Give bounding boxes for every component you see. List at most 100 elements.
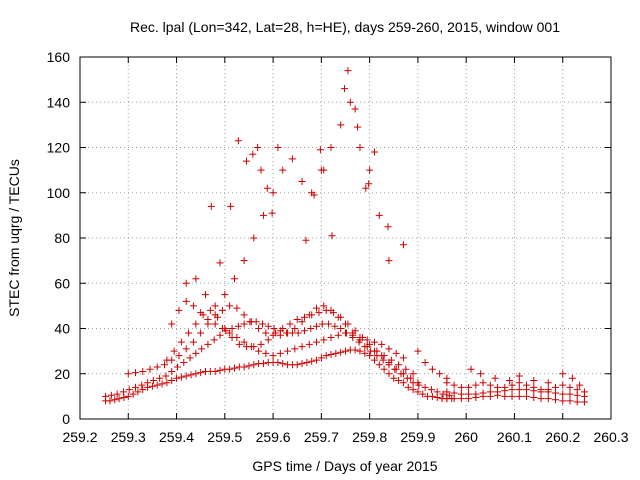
data-point	[226, 365, 234, 373]
data-point	[139, 367, 147, 375]
data-point	[156, 374, 164, 382]
x-tick-label: 259.8	[352, 429, 387, 445]
data-point	[465, 390, 473, 398]
data-point	[243, 157, 251, 165]
data-point	[551, 383, 559, 391]
data-point	[240, 338, 248, 346]
data-point	[234, 137, 242, 145]
data-point	[479, 389, 487, 397]
data-point	[414, 379, 422, 387]
x-tick-label: 259.9	[400, 429, 435, 445]
y-axis-label: STEC from uqrg / TECUs	[6, 159, 22, 317]
data-point	[250, 361, 258, 369]
data-point	[331, 322, 339, 330]
data-point	[305, 340, 313, 348]
y-tick-label: 60	[54, 275, 70, 291]
data-point	[390, 374, 398, 382]
data-point	[274, 144, 282, 151]
data-point	[327, 144, 335, 151]
data-point	[197, 309, 205, 317]
data-point	[148, 382, 156, 390]
data-point	[240, 257, 248, 265]
data-point	[366, 352, 374, 360]
data-point	[258, 320, 266, 328]
data-point	[106, 397, 114, 405]
data-point	[197, 369, 205, 377]
data-point	[211, 302, 219, 310]
data-point	[189, 338, 197, 346]
data-point	[216, 331, 224, 339]
data-point	[325, 320, 333, 328]
data-point	[124, 392, 132, 400]
data-point	[174, 363, 182, 371]
x-tick-label: 260.1	[497, 429, 532, 445]
data-point	[414, 388, 422, 396]
data-point	[211, 320, 219, 328]
data-point	[192, 370, 200, 378]
data-point	[162, 372, 170, 380]
data-point	[380, 365, 388, 373]
data-point	[523, 381, 531, 389]
data-point	[216, 259, 224, 267]
data-point	[329, 309, 337, 317]
data-point	[427, 386, 435, 394]
data-point	[523, 392, 531, 400]
data-point	[378, 340, 386, 348]
data-point	[421, 358, 429, 366]
data-point	[566, 390, 574, 398]
data-point	[361, 349, 369, 357]
data-point	[298, 360, 306, 368]
data-point	[316, 146, 324, 154]
data-point	[153, 363, 161, 371]
data-point	[544, 386, 552, 394]
data-point	[182, 279, 190, 287]
data-point	[428, 365, 436, 373]
data-point	[245, 362, 253, 370]
data-point	[530, 383, 538, 391]
data-point	[508, 392, 516, 400]
data-point	[370, 148, 378, 156]
data-point	[365, 180, 373, 188]
data-point	[472, 381, 480, 389]
data-point	[270, 325, 278, 332]
data-point	[443, 395, 451, 403]
data-point	[407, 374, 415, 382]
data-point	[379, 356, 387, 364]
y-tick-label: 100	[47, 185, 71, 201]
data-point	[308, 357, 316, 365]
data-point	[288, 155, 296, 163]
data-point	[313, 304, 321, 312]
data-point	[146, 365, 154, 373]
data-point	[392, 349, 400, 357]
data-point	[263, 184, 271, 192]
data-point	[457, 383, 465, 391]
data-point	[187, 371, 195, 379]
data-point	[170, 347, 178, 355]
data-point	[310, 191, 318, 199]
data-point	[107, 391, 115, 399]
data-point	[477, 370, 485, 378]
data-point	[387, 356, 395, 364]
data-point	[317, 354, 325, 362]
data-point	[218, 306, 226, 314]
data-point	[168, 367, 176, 375]
data-point	[259, 360, 267, 368]
data-point	[180, 358, 188, 366]
y-tick-label: 140	[47, 94, 71, 110]
data-point	[240, 320, 248, 328]
y-tick-label: 160	[47, 49, 71, 65]
data-point	[250, 234, 258, 242]
data-point	[318, 320, 326, 328]
data-point	[268, 209, 276, 217]
data-point	[262, 349, 270, 357]
data-point	[226, 302, 234, 310]
data-point	[439, 390, 447, 398]
data-point	[230, 275, 238, 283]
data-point	[182, 372, 190, 380]
data-point	[395, 377, 403, 385]
data-point	[322, 306, 330, 314]
data-point	[322, 352, 330, 360]
data-point	[257, 166, 265, 174]
